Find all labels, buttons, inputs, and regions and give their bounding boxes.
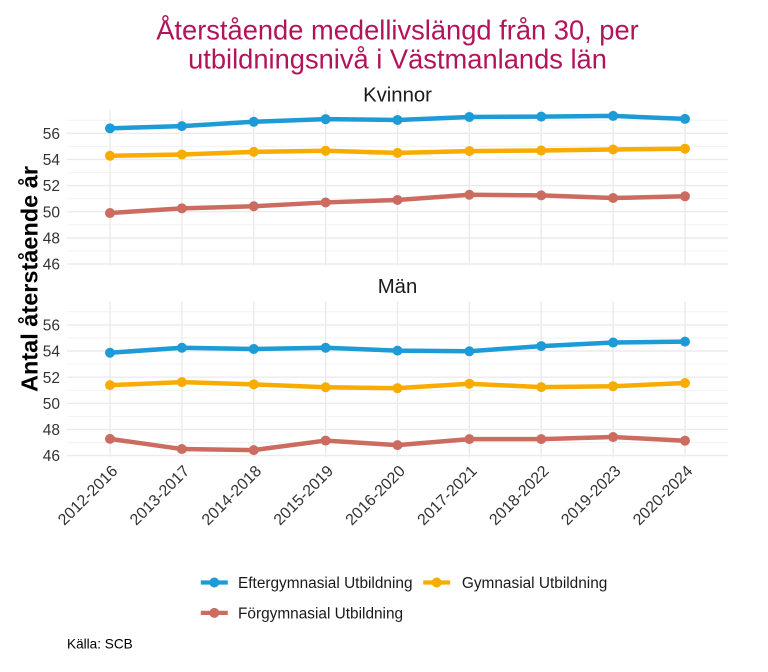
svg-text:Gymnasial Utbildning: Gymnasial Utbildning [462,575,607,592]
svg-text:Förgymnasial Utbildning: Förgymnasial Utbildning [238,606,403,623]
svg-text:utbildningsnivå i Västmanlands: utbildningsnivå i Västmanlands län [188,44,607,75]
svg-text:52: 52 [43,178,60,195]
svg-text:Återstående medellivslängd frå: Återstående medellivslängd från 30, per [156,14,639,45]
svg-text:Eftergymnasial Utbildning: Eftergymnasial Utbildning [238,575,413,592]
svg-text:50: 50 [43,396,61,413]
svg-text:54: 54 [43,152,61,169]
svg-text:56: 56 [43,318,60,335]
svg-text:46: 46 [43,448,60,465]
svg-text:Män: Män [378,276,417,298]
svg-text:50: 50 [43,204,61,221]
svg-text:Källa: SCB: Källa: SCB [67,637,133,652]
svg-text:52: 52 [43,370,60,387]
svg-text:56: 56 [43,126,60,143]
svg-text:48: 48 [43,422,60,439]
svg-text:Antal återstående år: Antal återstående år [16,166,42,392]
svg-text:Kvinnor: Kvinnor [363,85,432,107]
svg-text:46: 46 [43,257,60,274]
svg-text:48: 48 [43,231,60,248]
svg-text:54: 54 [43,344,61,361]
